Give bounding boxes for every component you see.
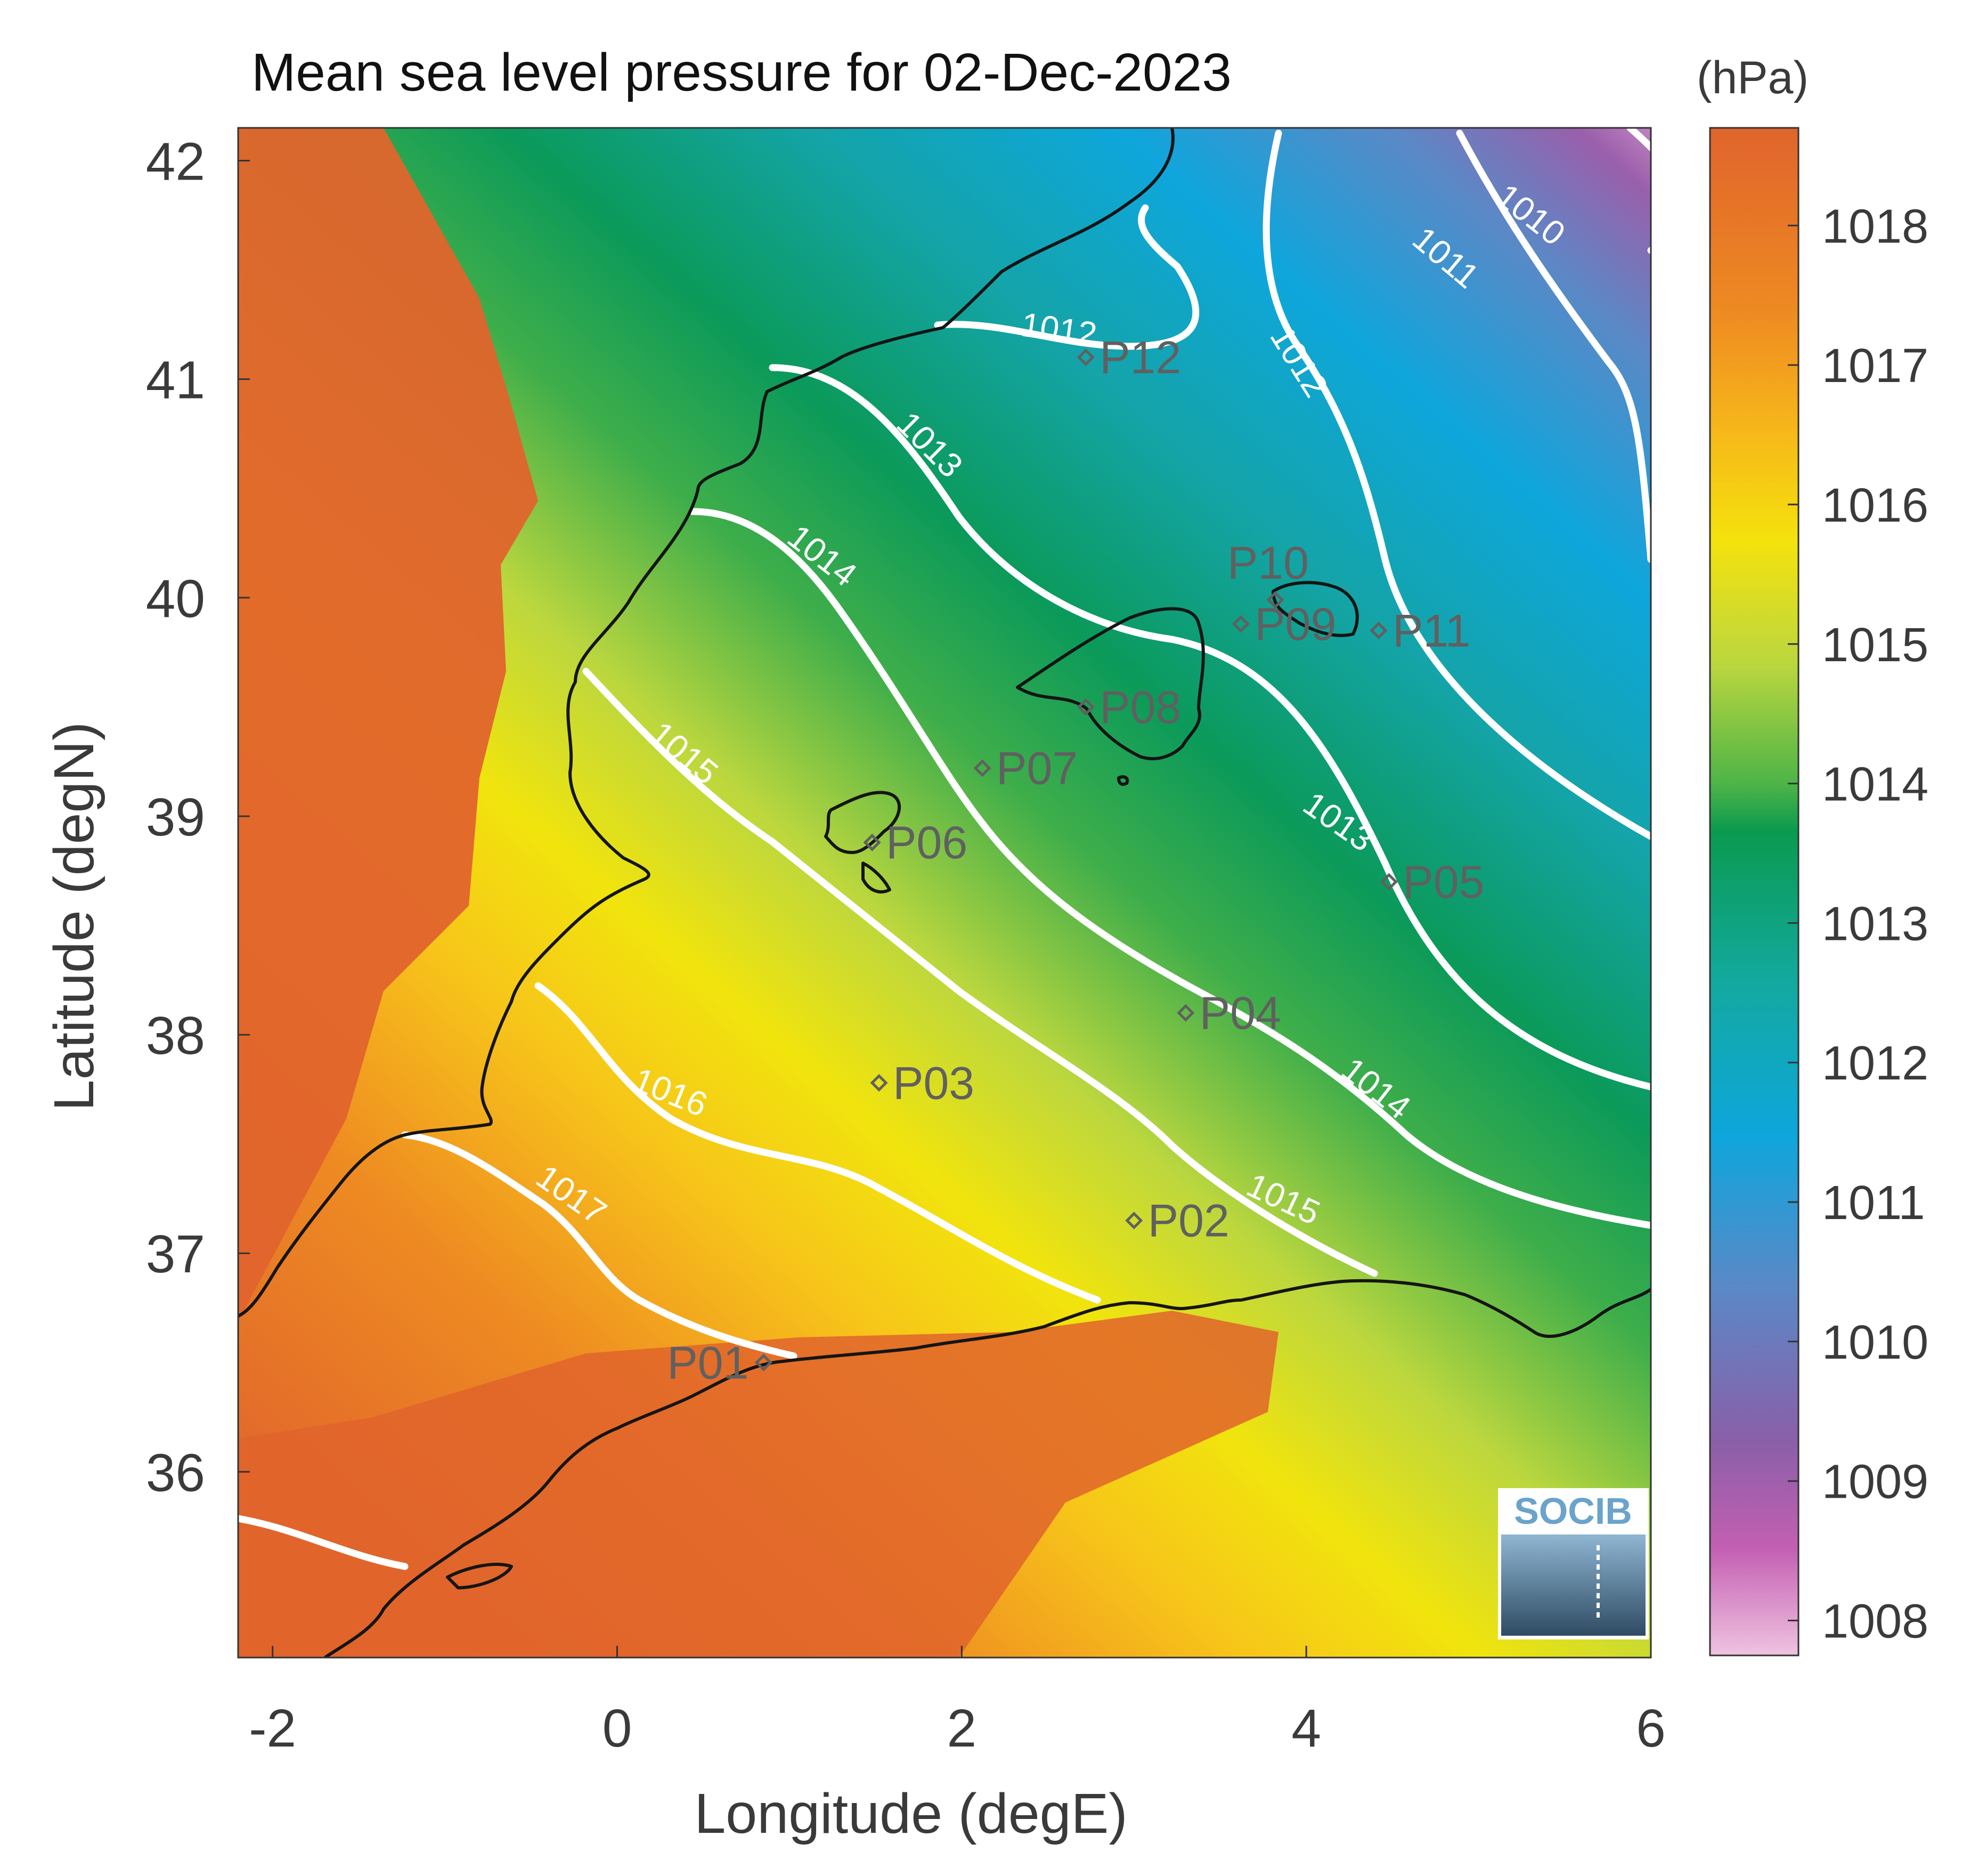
station-marker bbox=[1266, 591, 1284, 609]
contour-1013 bbox=[769, 364, 1651, 1091]
formentera-coastline bbox=[861, 862, 891, 894]
y-tick-label: 40 bbox=[146, 569, 205, 629]
africa-coastline bbox=[324, 1279, 1651, 1658]
x-tick-label: 2 bbox=[947, 1699, 977, 1758]
cabrera-coastline bbox=[1117, 775, 1129, 786]
y-tick-label: 38 bbox=[146, 1006, 205, 1066]
menorca-coastline bbox=[1272, 581, 1359, 637]
contour-1010 bbox=[1626, 128, 1651, 254]
station-marker bbox=[1177, 1004, 1195, 1022]
coastline bbox=[238, 128, 1651, 1658]
colorbar-tick-label: 1018 bbox=[1822, 200, 1928, 253]
colorbar-tick-label: 1013 bbox=[1822, 897, 1928, 951]
colorbar-ticks: 1018 1017 1016 1015 1014 1013 1012 1011 1010 1009… bbox=[1788, 200, 1928, 1648]
station-label: P07 bbox=[996, 743, 1078, 794]
mallorca-coastline bbox=[1016, 607, 1205, 760]
contour-1017 bbox=[401, 1131, 797, 1360]
station-label: P04 bbox=[1200, 988, 1281, 1039]
station-marker bbox=[1077, 698, 1095, 716]
colorbar-gradient bbox=[1710, 128, 1798, 1655]
x-tick-label: -2 bbox=[249, 1699, 296, 1758]
africa-land-shading bbox=[238, 1311, 1278, 1658]
logo-sea-panel bbox=[1501, 1534, 1646, 1636]
colorbar-tick-label: 1015 bbox=[1822, 619, 1928, 672]
station-label: P12 bbox=[1100, 332, 1181, 384]
station-label: P02 bbox=[1148, 1196, 1229, 1247]
contour-1012-east bbox=[1263, 129, 1651, 840]
chart-title: Mean sea level pressure for 02-Dec-2023 bbox=[251, 43, 1232, 102]
x-axis-ticks: -2 0 2 4 6 bbox=[249, 1646, 1666, 1758]
station-label: P06 bbox=[886, 817, 967, 868]
socib-logo: SOCIB bbox=[1498, 1488, 1649, 1639]
colorbar-tick-label: 1009 bbox=[1822, 1456, 1928, 1509]
x-axis-label: Longitude (degE) bbox=[694, 1782, 1127, 1845]
y-tick-label: 39 bbox=[146, 787, 205, 847]
colorbar-tick-label: 1014 bbox=[1822, 758, 1928, 811]
x-tick-label: 6 bbox=[1636, 1699, 1666, 1758]
logo-text: SOCIB bbox=[1514, 1490, 1632, 1532]
station-label: P05 bbox=[1403, 857, 1484, 908]
station-marker bbox=[1125, 1212, 1143, 1230]
map-plot-area bbox=[238, 128, 1651, 1658]
x-tick-label: 4 bbox=[1291, 1699, 1321, 1758]
y-axis-label: Latitude (degN) bbox=[43, 722, 105, 1111]
contour-1014 bbox=[689, 508, 1651, 1229]
colorbar-tick-label: 1017 bbox=[1822, 339, 1928, 393]
contour-1015 bbox=[582, 668, 1378, 1277]
pressure-contours bbox=[238, 128, 1651, 1570]
colorbar-tick-label: 1010 bbox=[1822, 1316, 1928, 1369]
alboran-island bbox=[446, 1563, 513, 1589]
station-label: P01 bbox=[667, 1337, 748, 1388]
station-marker bbox=[1077, 348, 1095, 367]
contour-1018 bbox=[238, 1515, 409, 1570]
x-tick-label: 0 bbox=[602, 1699, 632, 1758]
station-marker bbox=[863, 833, 881, 851]
station-markers: P01 P02 P03 P04 P05 P06 P07 P08 P09 P10 P11 P12 bbox=[667, 332, 1484, 1389]
station-marker bbox=[1370, 621, 1388, 639]
station-marker bbox=[1232, 615, 1250, 633]
iberia-land-shading bbox=[238, 128, 538, 1321]
station-marker bbox=[1380, 873, 1398, 891]
station-marker bbox=[973, 759, 991, 777]
contour-1012-west bbox=[934, 204, 1200, 350]
colorbar-tick-label: 1012 bbox=[1822, 1037, 1928, 1090]
contour-1011 bbox=[1456, 129, 1651, 563]
colorbar: (hPa) 1018101710161015101410131012101110… bbox=[1697, 52, 1928, 1656]
station-label: P09 bbox=[1255, 599, 1336, 650]
contour-1016 bbox=[534, 982, 1101, 1304]
y-tick-label: 42 bbox=[146, 132, 205, 192]
station-label: P03 bbox=[893, 1058, 974, 1109]
y-tick-label: 37 bbox=[146, 1224, 205, 1284]
colorbar-unit-label: (hPa) bbox=[1697, 52, 1809, 103]
colorbar-tick-label: 1011 bbox=[1822, 1176, 1925, 1230]
y-tick-label: 36 bbox=[146, 1443, 205, 1503]
colorbar-tick-label: 1008 bbox=[1822, 1595, 1928, 1648]
colorbar-frame bbox=[1709, 127, 1799, 1656]
station-marker bbox=[754, 1353, 772, 1371]
station-label: P11 bbox=[1392, 605, 1471, 656]
iberia-coastline bbox=[238, 128, 1175, 1318]
y-axis-ticks: 36 37 38 39 40 41 42 bbox=[146, 132, 250, 1503]
station-label: P08 bbox=[1100, 682, 1181, 733]
y-tick-label: 41 bbox=[146, 351, 205, 410]
map-frame bbox=[237, 127, 1652, 1659]
station-label: P10 bbox=[1227, 538, 1309, 589]
station-marker bbox=[870, 1074, 888, 1092]
colorbar-tick-label: 1016 bbox=[1822, 479, 1928, 532]
ibiza-coastline bbox=[824, 791, 901, 854]
